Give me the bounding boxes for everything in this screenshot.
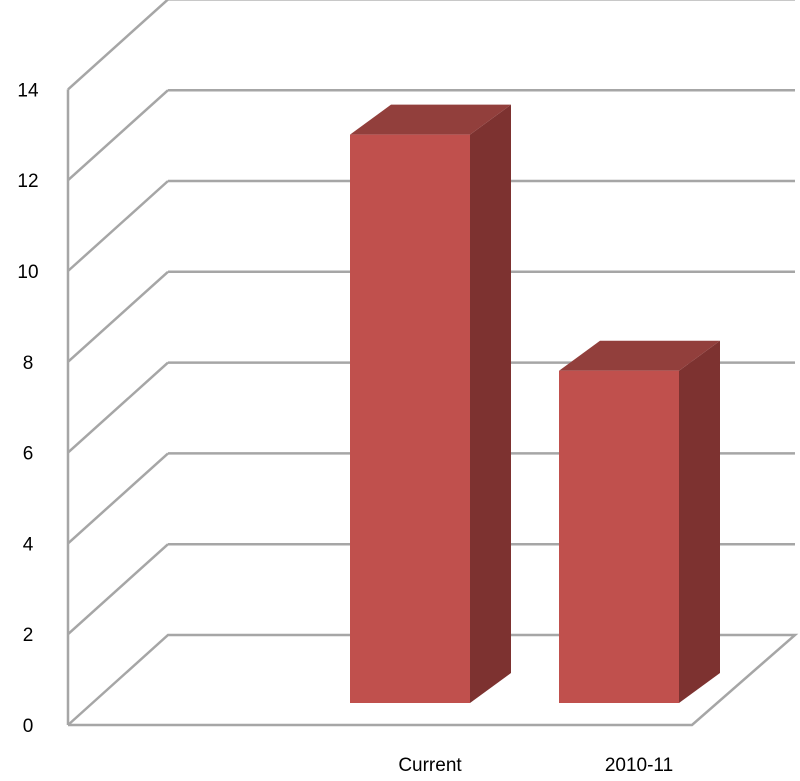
bar-front — [350, 134, 470, 703]
side-gridline — [67, 89, 169, 182]
bar-1 — [350, 104, 511, 703]
bar-2 — [559, 340, 720, 703]
side-gridline — [67, 270, 169, 363]
y-tick-label: 4 — [23, 534, 34, 555]
side-gridline — [67, 361, 169, 454]
y-tick-labels: 0 2 4 6 8 10 12 14 — [17, 80, 39, 737]
bar-front — [559, 370, 679, 703]
chart-floor — [67, 633, 799, 727]
side-gridline — [67, 543, 169, 636]
bars — [350, 104, 720, 703]
x-tick-labels: Current 2010-11 — [398, 755, 673, 776]
y-tick-label: 8 — [23, 353, 34, 374]
y-tick-label: 0 — [23, 716, 34, 737]
bar-top — [350, 104, 511, 135]
bar-side — [470, 104, 511, 703]
side-gridline — [67, 180, 169, 272]
y-tick-label: 14 — [17, 80, 39, 101]
x-tick-label: Current — [398, 755, 462, 776]
bar-top — [559, 340, 720, 371]
bar-side — [679, 340, 720, 703]
y-tick-label: 6 — [23, 444, 34, 465]
x-tick-label: 2010-11 — [605, 755, 673, 776]
side-gridline — [67, 452, 169, 545]
y-tick-label: 2 — [23, 625, 34, 646]
y-tick-label: 10 — [17, 262, 38, 283]
y-tick-label: 12 — [17, 171, 38, 192]
side-gridline — [67, 0, 169, 91]
